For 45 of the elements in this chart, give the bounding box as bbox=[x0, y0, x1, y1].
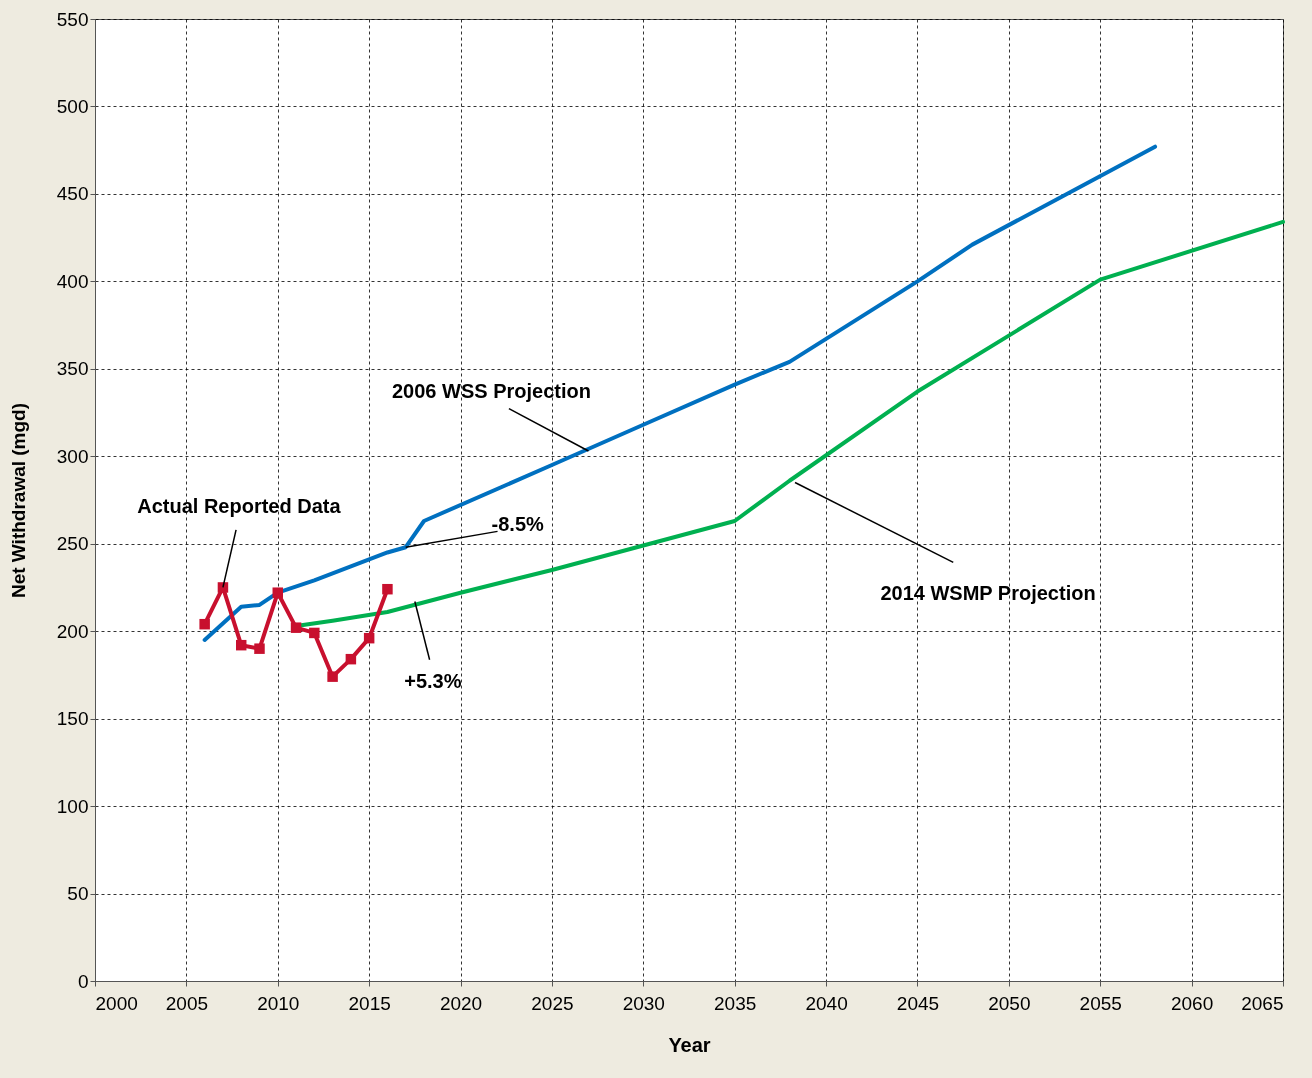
annotation: -8.5% bbox=[491, 513, 545, 536]
y-tick-label: 550 bbox=[56, 8, 89, 30]
y-tick-label: 200 bbox=[56, 620, 89, 642]
x-tick-label: 2040 bbox=[805, 992, 848, 1014]
y-tick-label: 450 bbox=[56, 183, 89, 205]
x-tick-label: 2035 bbox=[714, 992, 757, 1014]
y-tick-label: 100 bbox=[56, 795, 89, 817]
y-tick-label: 0 bbox=[77, 970, 89, 992]
y-axis-title: Net Withdrawal (mgd) bbox=[7, 402, 29, 599]
x-tick-label: 2020 bbox=[439, 992, 483, 1014]
x-tick-label: 2045 bbox=[896, 992, 940, 1014]
annotation: 2014 WSMP Projection bbox=[880, 581, 1096, 604]
y-tick-label: 250 bbox=[56, 533, 89, 555]
point bbox=[290, 622, 302, 633]
point bbox=[309, 627, 320, 639]
y-tick-label: 350 bbox=[56, 358, 89, 380]
x-tick-label: 2065 bbox=[1241, 992, 1284, 1014]
y-tick-label: 400 bbox=[56, 270, 89, 292]
x-tick-label: 2015 bbox=[348, 992, 391, 1014]
line-series bbox=[202, 144, 1158, 642]
annotation: +5.3% bbox=[404, 670, 462, 693]
annotation: 2006 WSS Projection bbox=[391, 380, 591, 403]
x-tick-label: 2010 bbox=[257, 992, 300, 1014]
x-tick-label: 2060 bbox=[1170, 992, 1214, 1014]
point bbox=[272, 587, 284, 598]
y-tick-label: 150 bbox=[56, 708, 89, 730]
point bbox=[363, 632, 375, 644]
point bbox=[345, 653, 357, 665]
x-tick-label: 2030 bbox=[622, 992, 665, 1014]
x-tick-label: 2055 bbox=[1079, 992, 1122, 1014]
y-tick-label: 500 bbox=[56, 95, 89, 117]
x-tick-label: 2005 bbox=[165, 992, 209, 1014]
x-tick-label: 2050 bbox=[988, 992, 1031, 1014]
y-tick-label: 50 bbox=[67, 883, 89, 905]
y-tick-label: 300 bbox=[56, 445, 89, 467]
annotation: Actual Reported Data bbox=[137, 495, 342, 518]
point bbox=[217, 582, 229, 593]
x-tick-label: 2025 bbox=[531, 992, 574, 1014]
x-tick-label: 2000 bbox=[95, 992, 138, 1014]
point bbox=[254, 643, 265, 654]
point bbox=[382, 583, 393, 595]
point bbox=[199, 618, 210, 630]
x-axis-title: Year bbox=[668, 1033, 711, 1056]
point bbox=[327, 671, 338, 682]
point bbox=[235, 639, 247, 651]
